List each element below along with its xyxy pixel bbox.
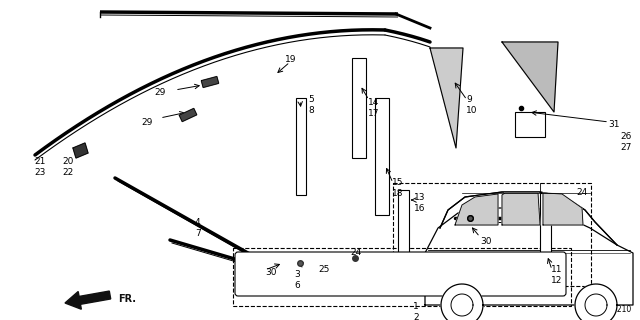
Bar	[398, 190, 409, 278]
Text: 27: 27	[620, 143, 632, 152]
Polygon shape	[73, 143, 88, 158]
Bar	[515, 112, 545, 137]
Text: 12: 12	[551, 276, 563, 285]
Text: 24: 24	[350, 248, 361, 257]
Text: 8: 8	[308, 106, 314, 115]
Text: 31: 31	[608, 120, 620, 129]
Text: 15: 15	[392, 178, 403, 187]
Text: 10: 10	[466, 106, 477, 115]
Polygon shape	[441, 284, 483, 320]
FancyArrow shape	[65, 291, 111, 309]
Text: FR.: FR.	[118, 294, 136, 304]
Text: 17: 17	[368, 109, 380, 118]
Polygon shape	[430, 48, 463, 148]
Polygon shape	[543, 193, 583, 225]
Text: 6: 6	[294, 281, 300, 290]
Bar	[540, 193, 551, 255]
Bar	[393, 183, 591, 286]
Text: 7: 7	[195, 229, 201, 238]
Text: 18: 18	[392, 189, 403, 198]
Text: 21: 21	[34, 157, 45, 166]
Text: 19: 19	[285, 55, 296, 64]
Text: 2: 2	[413, 313, 419, 320]
Polygon shape	[575, 284, 617, 320]
Text: 25: 25	[560, 218, 572, 227]
Text: 14: 14	[368, 98, 380, 107]
Text: 13: 13	[414, 193, 426, 202]
Bar	[296, 98, 306, 195]
Text: 11: 11	[551, 265, 563, 274]
Polygon shape	[202, 76, 219, 87]
Polygon shape	[425, 192, 617, 253]
Polygon shape	[179, 108, 196, 122]
Bar	[352, 58, 366, 158]
Bar	[233, 248, 571, 306]
Text: 5: 5	[308, 95, 314, 104]
Text: 30: 30	[265, 268, 276, 277]
Text: 23: 23	[34, 168, 45, 177]
Polygon shape	[502, 42, 558, 112]
Polygon shape	[455, 194, 498, 225]
Text: 1: 1	[413, 302, 419, 311]
Text: 25: 25	[318, 265, 330, 274]
FancyBboxPatch shape	[235, 252, 566, 296]
Text: 3: 3	[294, 270, 300, 279]
Bar	[375, 98, 389, 215]
Text: 4: 4	[195, 218, 200, 227]
Text: 29: 29	[155, 88, 166, 97]
Text: 26: 26	[620, 132, 632, 141]
Polygon shape	[502, 193, 540, 225]
Text: 16: 16	[414, 204, 426, 213]
Text: 22: 22	[62, 168, 73, 177]
Text: 30: 30	[480, 237, 492, 246]
Text: 9: 9	[466, 95, 472, 104]
Text: 20: 20	[62, 157, 74, 166]
Text: TJB4B4210: TJB4B4210	[591, 305, 632, 314]
Text: 24: 24	[576, 188, 588, 197]
Text: 29: 29	[141, 118, 153, 127]
